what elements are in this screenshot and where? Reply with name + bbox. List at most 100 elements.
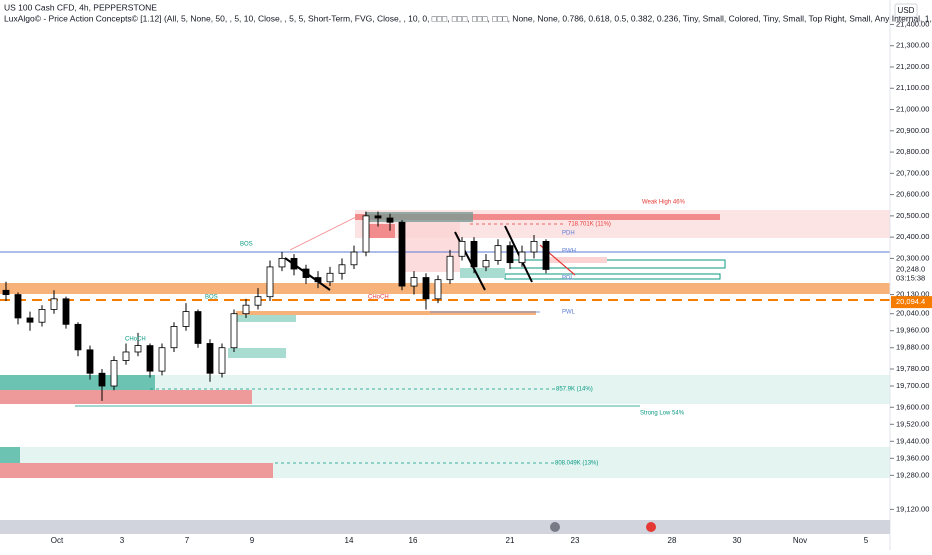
pdh: PDH <box>562 231 575 237</box>
x-tick-label: 30 <box>733 536 742 545</box>
volume-bull <box>0 375 155 390</box>
indicator-label: LuxAlgo© - Price Action Concepts© [1.12]… <box>4 13 932 23</box>
bos: BOS <box>205 295 218 301</box>
level-price-box <box>891 296 932 309</box>
x-tick-label: 3 <box>120 536 125 545</box>
y-tick-label: 21,000.00 <box>896 105 929 114</box>
y-tick-label: 19,360.00 <box>896 453 929 462</box>
candle-body <box>74 323 82 351</box>
countdown: 03:15:38 <box>896 273 925 282</box>
choch: CHoCH <box>368 295 389 301</box>
x-tick-label: 7 <box>185 536 190 545</box>
candle-body <box>338 264 346 274</box>
y-tick-label: 21,200.00 <box>896 62 929 71</box>
candle-body <box>206 343 214 374</box>
y-tick-label: 19,880.00 <box>896 343 929 352</box>
trend-line <box>289 214 361 251</box>
pwl: PWL <box>562 310 576 316</box>
candle-body <box>278 258 286 268</box>
symbol-title: US 100 Cash CFD, 4h, PEPPERSTONE <box>4 2 157 12</box>
bos: BOS <box>240 242 253 248</box>
volume-bull <box>365 212 473 222</box>
candle-body <box>326 272 334 283</box>
x-tick-label: 21 <box>506 536 515 545</box>
candle-body <box>374 215 382 219</box>
event-icon[interactable] <box>646 522 656 532</box>
candle-body <box>482 260 490 268</box>
candle-body <box>218 347 226 374</box>
y-tick-label: 19,120.00 <box>896 504 929 513</box>
strong-low: Strong Low 54% <box>640 411 685 417</box>
y-tick-label: 20,040.00 <box>896 309 929 318</box>
candle-body <box>506 245 514 264</box>
candle-body <box>50 298 58 310</box>
candle-body <box>362 215 370 253</box>
trend-line <box>504 225 533 283</box>
volume-label: 718.701K (11%) <box>568 222 611 228</box>
candle-body <box>98 372 106 387</box>
currency-box[interactable] <box>894 3 918 18</box>
candle-body <box>398 221 406 287</box>
fvg-band <box>236 311 536 315</box>
x-tick-label: Oct <box>51 536 64 545</box>
candle-body <box>62 298 70 325</box>
candle-body <box>302 268 310 278</box>
y-tick-label: 19,700.00 <box>896 381 929 390</box>
y-tick-label: 21,100.00 <box>896 83 929 92</box>
candle-body <box>314 277 322 283</box>
candle-body <box>350 251 358 266</box>
choch: CHoCH <box>125 337 146 343</box>
candle-body <box>134 345 142 353</box>
y-tick-label: 19,960.00 <box>896 326 929 335</box>
x-tick-label: Nov <box>793 536 807 545</box>
y-tick-label: 19,280.00 <box>896 470 929 479</box>
candle-body <box>242 304 250 315</box>
last-price: 20,248.0 <box>896 264 925 273</box>
y-tick-label: 20,500.00 <box>896 211 929 220</box>
candle-body <box>14 294 22 319</box>
y-tick-label: 21,400.00 <box>896 19 929 28</box>
y-tick-label: 20,300.00 <box>896 253 929 262</box>
candle-body <box>422 277 430 300</box>
y-tick-label: 20,600.00 <box>896 190 929 199</box>
candle-body <box>194 311 202 344</box>
candle-body <box>410 277 418 287</box>
candle-body <box>146 345 154 372</box>
candle-body <box>86 349 94 374</box>
candle-body <box>26 317 34 323</box>
candle-body <box>122 351 130 361</box>
candle-body <box>170 326 178 349</box>
x-tick-label: 9 <box>250 536 255 545</box>
volume-label: 857.9K (14%) <box>556 387 593 393</box>
x-tick-label: 5 <box>864 536 869 545</box>
volume-bull <box>228 348 286 358</box>
candles <box>2 211 550 401</box>
candle-body <box>470 240 478 268</box>
volume-bear <box>365 224 395 238</box>
volume-bull <box>236 312 296 322</box>
order-block <box>545 257 607 263</box>
candle-body <box>518 251 526 264</box>
volume-label: 808.049K (13%) <box>555 461 598 467</box>
candle-body <box>434 279 442 300</box>
event-icon[interactable] <box>550 522 560 532</box>
y-tick-label: 21,300.00 <box>896 41 929 50</box>
candle-body <box>386 217 394 223</box>
volume-bull <box>460 268 505 278</box>
weak-high: Weak High 46% <box>642 200 686 206</box>
candle-body <box>458 240 466 257</box>
candle-body <box>110 360 118 387</box>
pwh: PWH <box>562 249 576 255</box>
candle-body <box>542 240 550 270</box>
y-tick-label: 20,130.00 <box>896 290 929 299</box>
event-strip <box>0 520 890 534</box>
volume-bull <box>0 447 20 463</box>
annotations: Weak High 46% 718.701K (11%) PDH PWH PDL… <box>125 200 686 467</box>
x-tick-label: 23 <box>571 536 580 545</box>
candle-body <box>254 296 262 306</box>
y-tick-label: 19,600.00 <box>896 402 929 411</box>
y-tick-label: 20,700.00 <box>896 168 929 177</box>
candle-body <box>446 255 454 281</box>
y-tick-label: 20,900.00 <box>896 126 929 135</box>
